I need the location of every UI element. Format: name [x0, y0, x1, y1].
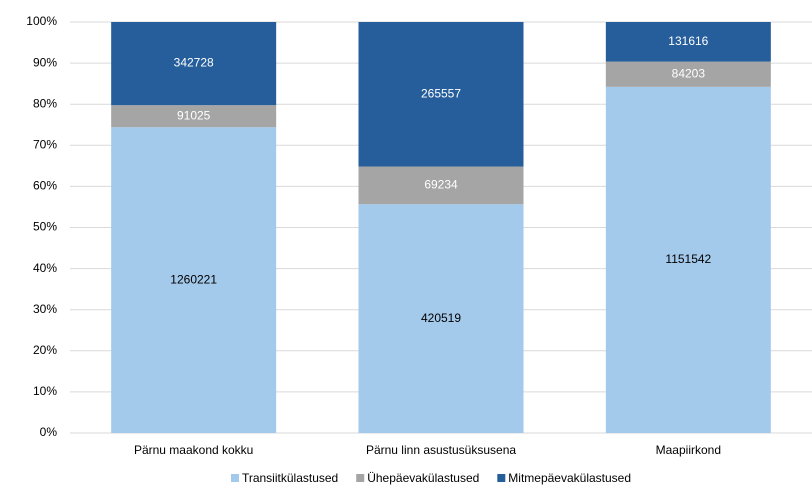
data-label: 420519 — [421, 311, 461, 325]
legend-label: Ühepäevakülastused — [367, 471, 479, 485]
legend-marker — [230, 474, 239, 482]
data-label: 131616 — [668, 34, 708, 48]
data-label: 69234 — [424, 178, 458, 192]
bar-segment — [358, 204, 524, 433]
legend-label: Transiitkülastused — [242, 471, 338, 485]
y-tick-label: 70% — [33, 137, 57, 151]
y-tick-label: 40% — [33, 261, 57, 275]
bar-segment — [605, 61, 771, 87]
bar-segment — [358, 166, 524, 205]
legend-marker — [497, 474, 506, 482]
data-label: 342728 — [174, 56, 214, 70]
bar-segment — [111, 105, 277, 128]
y-tick-label: 0% — [40, 425, 58, 439]
data-label: 1151542 — [665, 252, 711, 266]
y-tick-label: 10% — [33, 384, 57, 398]
legend-marker — [356, 474, 365, 482]
x-tick-label: Maapiirkond — [656, 443, 721, 457]
data-label: 91025 — [177, 108, 211, 122]
bar-segment — [605, 86, 771, 433]
y-tick-label: 90% — [33, 55, 57, 69]
data-label: 1260221 — [170, 272, 217, 286]
data-label: 265557 — [421, 86, 461, 100]
y-tick-label: 20% — [33, 343, 57, 357]
y-tick-label: 60% — [33, 179, 57, 193]
bar-segment — [111, 22, 277, 106]
legend-label: Mitmepäevakülastused — [508, 471, 631, 485]
x-tick-label: Pärnu maakond kokku — [134, 443, 253, 457]
x-tick-label: Pärnu linn asustusüksusena — [366, 443, 516, 457]
bar-segment — [358, 22, 524, 167]
y-tick-label: 100% — [26, 14, 57, 28]
bar-segment — [605, 22, 771, 62]
y-tick-label: 50% — [33, 220, 57, 234]
y-tick-label: 80% — [33, 96, 57, 110]
y-tick-label: 30% — [33, 302, 57, 316]
bar-segment — [111, 127, 277, 434]
data-label: 84203 — [672, 66, 706, 80]
